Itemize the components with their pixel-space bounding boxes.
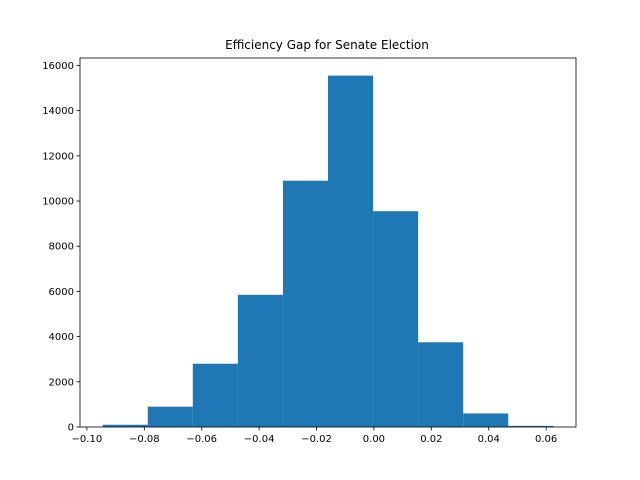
histogram-bar-7 — [418, 342, 464, 427]
y-tick-label: 2000 — [49, 377, 74, 388]
x-tick-label: −0.02 — [301, 434, 332, 445]
x-tick-label: 0.06 — [535, 434, 557, 445]
x-tick-label: 0.00 — [363, 434, 385, 445]
x-axis: −0.10 −0.08 −0.06 −0.04 −0.02 0.00 0.02 0.04 0.0… — [72, 427, 557, 445]
y-tick-label: 8000 — [49, 242, 74, 253]
histogram-bar-2 — [192, 363, 238, 427]
y-tick-label: 14000 — [42, 106, 74, 117]
histogram-bar-4 — [282, 180, 328, 427]
y-tick-label: 12000 — [42, 151, 74, 162]
x-tick-label: −0.08 — [129, 434, 160, 445]
x-tick-label: 0.04 — [478, 434, 500, 445]
histogram-bar-9 — [508, 425, 554, 427]
x-tick-label: 0.02 — [420, 434, 442, 445]
y-tick-label: 16000 — [42, 61, 74, 72]
histogram-bar-5 — [328, 75, 374, 427]
y-tick-label: 4000 — [49, 332, 74, 343]
chart-title: Efficiency Gap for Senate Election — [225, 38, 429, 52]
plot-frame — [79, 57, 577, 428]
x-tick-label: −0.10 — [72, 434, 103, 445]
histogram-bar-6 — [373, 211, 419, 427]
x-tick-label: −0.06 — [186, 434, 217, 445]
histogram-bar-8 — [463, 413, 509, 427]
bars-group — [102, 75, 554, 427]
histogram-bar-3 — [237, 294, 283, 427]
y-tick-label: 0 — [68, 423, 74, 434]
x-tick-label: −0.04 — [244, 434, 275, 445]
y-tick-label: 6000 — [49, 287, 74, 298]
y-tick-label: 10000 — [42, 197, 74, 208]
y-axis: 0 2000 4000 6000 8000 10000 12000 14000 16000 — [42, 61, 80, 434]
histogram-bar-1 — [147, 406, 193, 427]
histogram-bar-0 — [102, 424, 148, 427]
